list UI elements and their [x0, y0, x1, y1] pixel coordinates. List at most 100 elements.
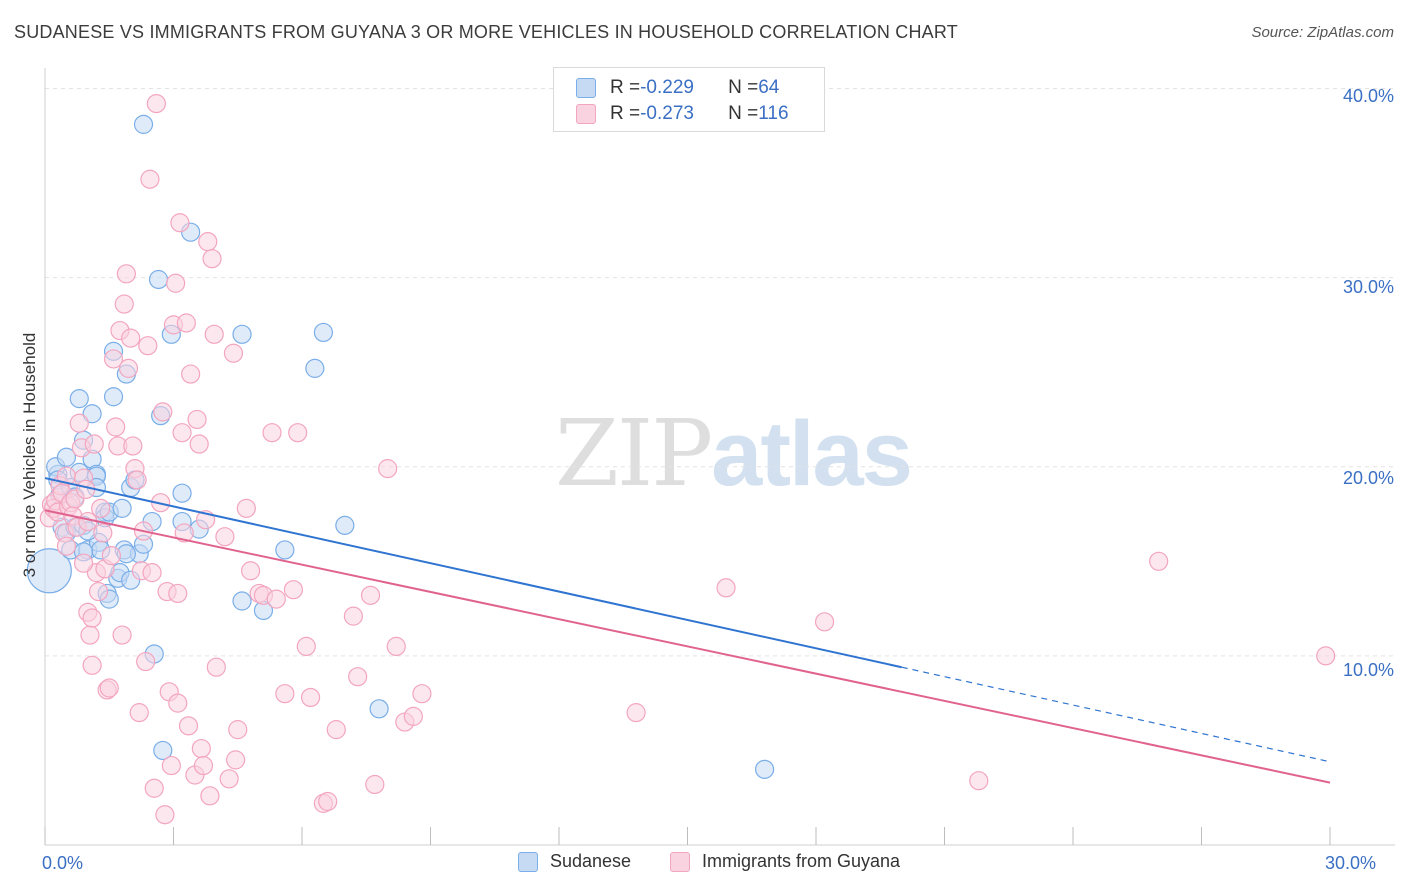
legend-r-value: -0.273	[640, 103, 694, 124]
legend-item-guyana: Immigrants from Guyana	[670, 851, 900, 872]
guyana-point	[378, 459, 398, 479]
guyana-point	[82, 608, 102, 628]
guyana-point	[275, 684, 295, 704]
guyana-point	[266, 589, 286, 609]
legend-n-label: N =	[728, 103, 759, 124]
guyana-point	[138, 336, 158, 356]
sudanese-point	[305, 358, 325, 378]
guyana-point	[228, 720, 248, 740]
guyana-point	[360, 585, 381, 605]
guyana-point	[198, 232, 218, 252]
guyana-point	[181, 364, 201, 384]
sudanese-point	[82, 404, 102, 424]
legend-n-label: N =	[728, 77, 759, 98]
guyana-point	[300, 687, 321, 708]
sudanese-trend-extension	[901, 666, 1331, 763]
sudanese-point	[754, 759, 775, 779]
guyana-point	[168, 583, 188, 604]
series-legend: Sudanese Immigrants from Guyana	[0, 851, 1406, 877]
guyana-point	[193, 755, 214, 776]
y-tick-label-40: 40.0%	[1342, 86, 1394, 106]
guyana-point	[187, 409, 207, 430]
guyana-point	[129, 703, 149, 723]
y-tick-label-30: 30.0%	[1342, 277, 1394, 297]
guyana-point	[204, 324, 224, 344]
guyana-point	[348, 667, 368, 687]
guyana-point	[146, 93, 166, 114]
chart-title: SUDANESE VS IMMIGRANTS FROM GUYANA 3 OR …	[14, 22, 958, 42]
guyana-point	[69, 413, 89, 433]
guyana-point	[814, 612, 835, 632]
guyana-point	[1149, 551, 1169, 571]
guyana-point	[215, 527, 235, 547]
sudanese-point	[275, 540, 295, 560]
guyana-point	[142, 563, 162, 583]
guyana-point	[106, 417, 126, 437]
guyana-point	[88, 581, 109, 602]
sudanese-point	[69, 389, 89, 409]
legend-swatch-sudanese	[518, 851, 538, 872]
y-tick-label-20: 20.0%	[1342, 468, 1394, 488]
guyana-point	[84, 434, 104, 454]
guyana-point	[412, 684, 432, 704]
guyana-point	[101, 546, 121, 566]
guyana-point	[206, 657, 226, 677]
guyana-point	[288, 423, 308, 443]
legend-r-value: -0.229	[640, 77, 694, 98]
guyana-point	[168, 693, 188, 713]
sudanese-point	[56, 447, 77, 467]
guyana-point	[118, 358, 139, 378]
guyana-trend-line	[44, 509, 1331, 784]
legend-label-guyana: Immigrants from Guyana	[702, 851, 901, 871]
guyana-point	[161, 755, 181, 776]
guyana-point	[166, 273, 186, 293]
legend-n-value: 116	[758, 103, 789, 124]
guyana-point	[200, 786, 220, 806]
guyana-point	[116, 264, 136, 284]
legend-swatch-guyana	[576, 104, 596, 124]
guyana-point	[82, 655, 102, 675]
guyana-point	[73, 553, 94, 573]
guyana-point	[191, 738, 211, 759]
guyana-point	[114, 294, 134, 314]
guyana-point	[236, 498, 256, 518]
guyana-point	[153, 402, 173, 422]
guyana-point	[93, 523, 113, 543]
guyana-point	[226, 750, 246, 770]
legend-r-label: R =	[610, 103, 641, 124]
guyana-point	[296, 636, 316, 657]
sudanese-trend-line	[44, 477, 902, 669]
guyana-point	[716, 578, 736, 598]
correlation-legend: R = -0.229 N = 64 R = -0.273 N = 116	[553, 67, 825, 132]
x-tick-label-max: 30.0%	[1325, 853, 1377, 873]
x-tick-label-min: 0.0%	[42, 853, 84, 873]
sudanese-point	[112, 498, 132, 518]
guyana-point	[318, 791, 338, 812]
guyana-point	[262, 423, 282, 443]
guyana-point	[91, 498, 111, 518]
guyana-point	[283, 580, 304, 600]
legend-label-sudanese: Sudanese	[550, 851, 632, 871]
guyana-point	[174, 523, 194, 543]
watermark-zip: ZIP	[555, 400, 713, 507]
sudanese-point	[335, 515, 355, 535]
guyana-point	[121, 328, 141, 348]
guyana-point	[969, 771, 989, 791]
guyana-point	[1316, 646, 1336, 666]
legend-r-label: R =	[610, 77, 641, 98]
y-axis-label: 3 or more Vehicles in Household	[20, 332, 39, 578]
guyana-point	[99, 678, 119, 698]
guyana-point	[178, 716, 199, 736]
guyana-point	[123, 436, 143, 456]
guyana-point	[172, 423, 192, 443]
guyana-point	[626, 703, 646, 723]
sudanese-point	[26, 548, 72, 594]
sudanese-point	[172, 483, 192, 503]
source-label: Source: ZipAtlas.com	[1251, 24, 1394, 41]
guyana-point	[127, 470, 147, 490]
legend-row-guyana: R = -0.273 N = 116	[576, 102, 789, 126]
guyana-point	[326, 720, 346, 740]
guyana-point	[170, 213, 190, 233]
legend-item-sudanese: Sudanese	[518, 851, 631, 872]
